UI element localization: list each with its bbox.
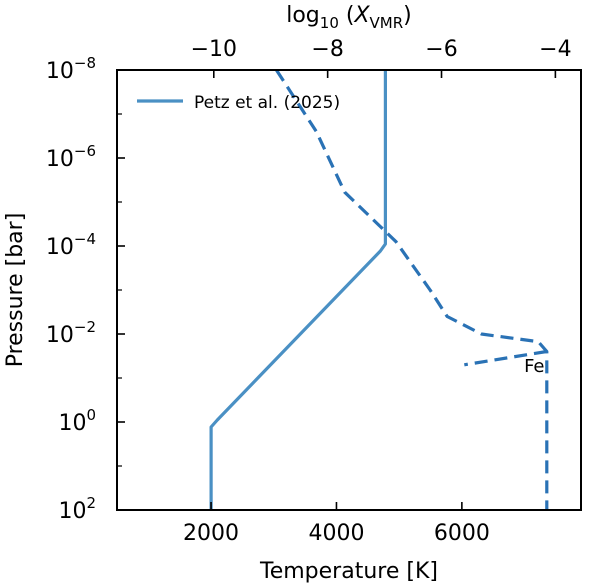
legend-label: Petz et al. (2025) [194,93,340,113]
legend: Petz et al. (2025) [137,93,340,113]
y-axis-title: Pressure [bar] [3,213,28,368]
fe-annotation: Fe [524,356,544,377]
labels-layer: 2000 4000 6000 −10 −8 −6 −4 10−8 10−6 10−4 10−2 100… [3,3,572,584]
top-x-axis-title: log10 (XVMR) [286,3,412,32]
x-tick-label-2: 6000 [434,521,490,546]
x-tick-label-1: 4000 [308,521,364,546]
y-tick-label-5: 102 [58,494,96,524]
top-x-tick-label-1: −8 [311,37,343,62]
fe-line-tail [464,349,548,367]
y-tick-label-2: 10−4 [46,230,96,260]
ticks-layer [117,69,557,511]
series-line-1 [275,70,549,510]
y-tick-label-0: 10−8 [46,54,96,84]
plot-frame [116,69,582,511]
y-tick-label-1: 10−6 [46,142,96,172]
x-axis-title: Temperature [K] [259,559,438,584]
y-tick-label-4: 100 [58,406,96,436]
y-tick-label-3: 10−2 [46,318,96,348]
x-tick-label-0: 2000 [183,521,239,546]
top-x-tick-label-3: −4 [539,37,571,62]
series-layer [209,70,549,510]
top-x-tick-label-2: −6 [425,37,457,62]
series-line-0 [209,70,387,510]
top-x-tick-label-0: −10 [191,37,237,62]
